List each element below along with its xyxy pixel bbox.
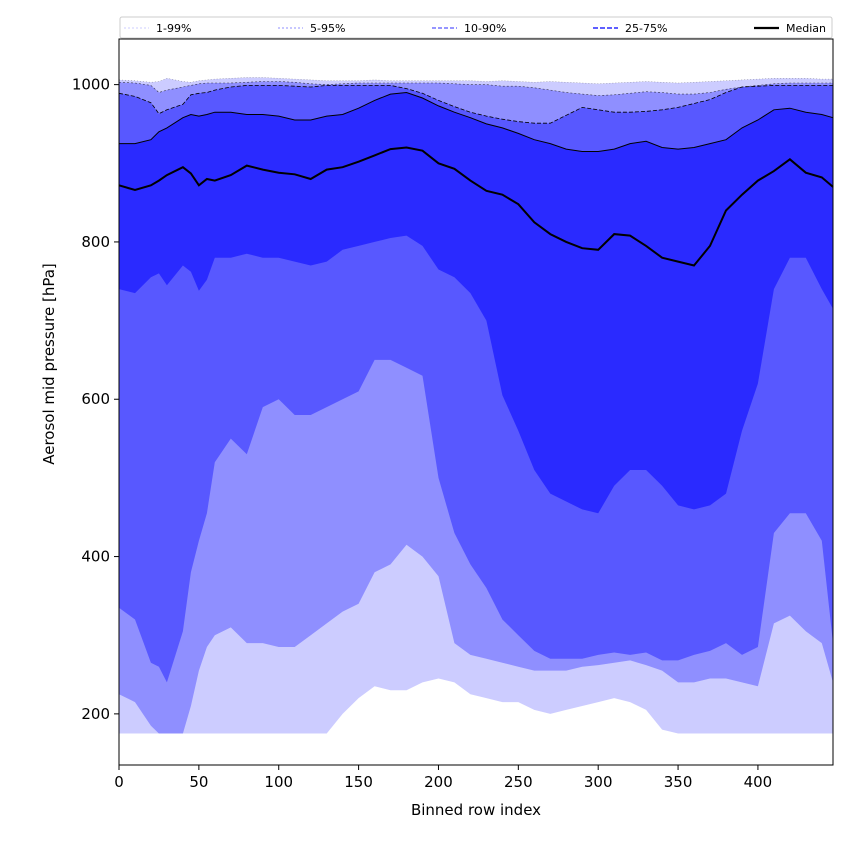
x-axis: 0 50 100 150 200 250 300 350 400 bbox=[114, 765, 772, 791]
band-upper-edge-25-75pct bbox=[119, 91, 834, 152]
x-tick-label: 100 bbox=[264, 773, 293, 791]
axes-frame bbox=[118, 38, 834, 766]
y-axis: 200 400 600 800 1000 bbox=[72, 76, 119, 723]
band-upper-edge-5-95pct bbox=[118, 81, 833, 96]
legend-label: 5-95% bbox=[310, 22, 345, 35]
x-tick-label: 400 bbox=[744, 773, 773, 791]
y-axis-label: Aerosol mid pressure [hPa] bbox=[40, 263, 58, 465]
plot-area bbox=[118, 77, 834, 734]
legend: 1-99% 5-95% 10-90% 25-75% Median bbox=[119, 16, 833, 39]
x-tick-label: 200 bbox=[424, 773, 453, 791]
band-25-75pct bbox=[119, 92, 833, 514]
y-tick-label: 200 bbox=[81, 705, 110, 723]
x-tick-label: 150 bbox=[344, 773, 373, 791]
band-upper-edge-1-99pct bbox=[118, 77, 833, 85]
y-tick-label: 600 bbox=[81, 390, 110, 408]
y-tick-label: 1000 bbox=[72, 76, 110, 94]
x-tick-label: 250 bbox=[504, 773, 533, 791]
x-tick-label: 300 bbox=[584, 773, 613, 791]
legend-label: 25-75% bbox=[625, 22, 667, 35]
legend-box bbox=[119, 16, 833, 39]
legend-label: 10-90% bbox=[464, 22, 506, 35]
y-tick-label: 400 bbox=[81, 548, 110, 566]
x-tick-label: 0 bbox=[114, 773, 124, 791]
x-tick-label: 50 bbox=[189, 773, 208, 791]
legend-label: 1-99% bbox=[156, 22, 191, 35]
legend-label: Median bbox=[786, 22, 826, 35]
y-tick-label: 800 bbox=[81, 233, 110, 251]
median-line bbox=[118, 146, 834, 267]
x-axis-label: Binned row index bbox=[411, 801, 541, 819]
x-tick-label: 350 bbox=[664, 773, 693, 791]
